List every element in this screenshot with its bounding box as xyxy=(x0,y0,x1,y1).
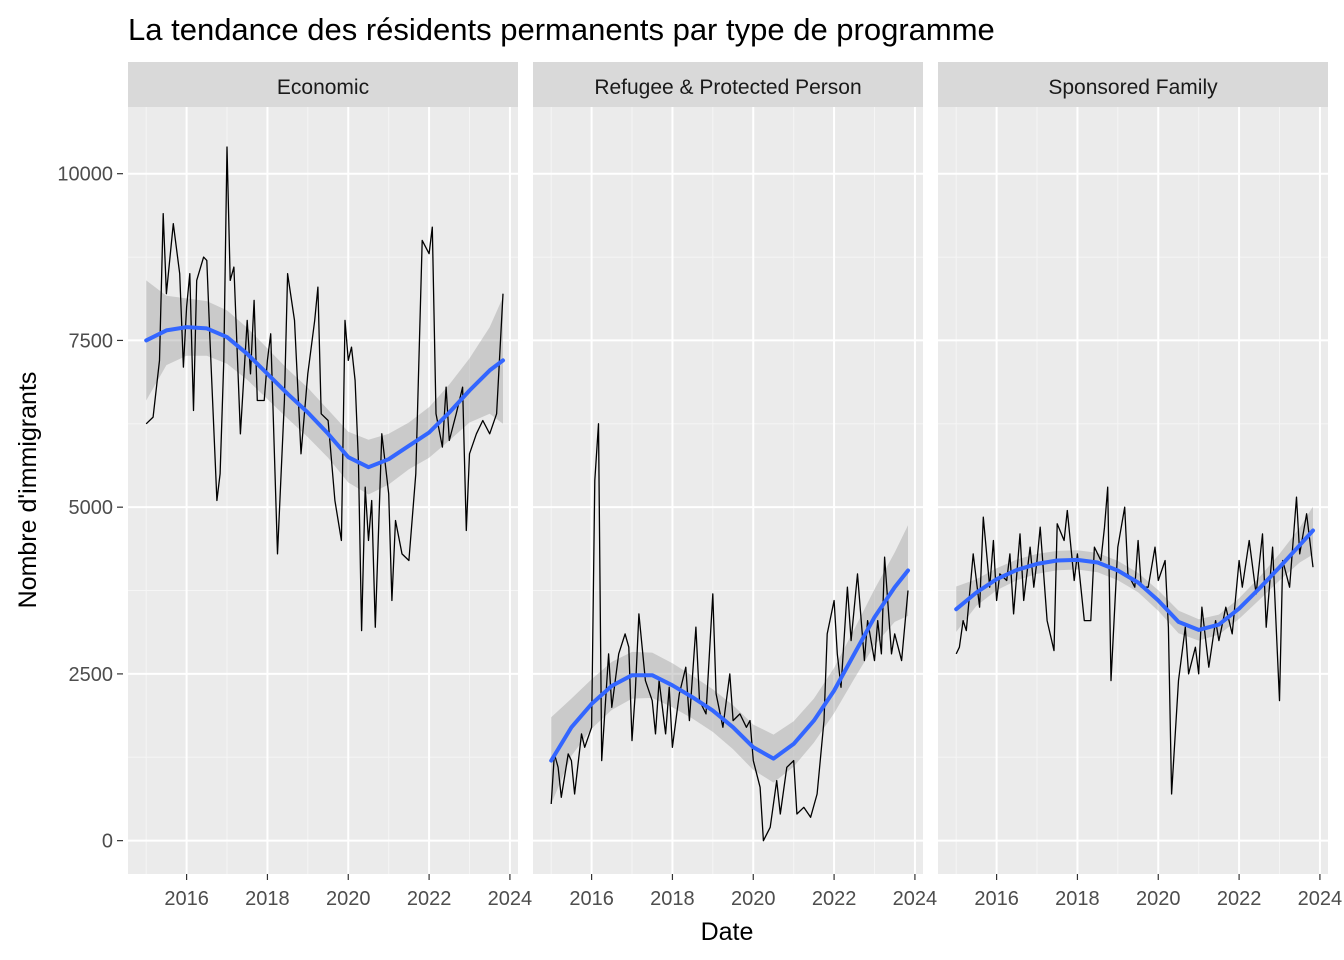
smooth-trend-line xyxy=(549,568,910,763)
facet-strip-label: Economic xyxy=(277,76,369,99)
smooth-trend-line xyxy=(954,528,1315,632)
x-tick-label: 2016 xyxy=(974,888,1019,910)
y-tick-label: 2500 xyxy=(69,664,114,686)
panel-sponsored-family: Sponsored Family 2016 2018 2020 2022 2024 xyxy=(938,62,1342,910)
x-tick-label: 2018 xyxy=(650,888,695,910)
facet-strip xyxy=(128,62,518,107)
confidence-band xyxy=(956,506,1313,641)
raw-series-line xyxy=(550,423,909,842)
panel-economic: Economic 2016 2018 2020 2022 2024 xyxy=(128,62,532,910)
x-tick-label: 2024 xyxy=(488,888,533,910)
x-tick-label: 2024 xyxy=(1298,888,1343,910)
x-tick-label: 2018 xyxy=(245,888,290,910)
x-tick-label: 2016 xyxy=(569,888,614,910)
x-tick-label: 2018 xyxy=(1055,888,1100,910)
y-tick-label: 7500 xyxy=(69,330,114,352)
x-tick-label: 2020 xyxy=(1136,888,1181,910)
facet-strip-label: Sponsored Family xyxy=(1048,76,1218,99)
chart-title: La tendance des résidents permanents par… xyxy=(128,12,995,47)
smooth-trend-line xyxy=(144,325,505,470)
x-tick-label: 2022 xyxy=(1217,888,1262,910)
x-tick-label: 2020 xyxy=(326,888,371,910)
facet-strip xyxy=(938,62,1328,107)
x-tick-label: 2022 xyxy=(812,888,857,910)
y-tick-label: 10000 xyxy=(57,164,113,186)
y-axis-title: Nombre d'immigrants xyxy=(14,372,42,609)
panel-background xyxy=(533,107,923,874)
panel-refugee-protected-person: Refugee & Protected Person 2016 2018 2020 20… xyxy=(533,62,937,910)
raw-series-line xyxy=(145,146,504,632)
facet-strip-label: Refugee & Protected Person xyxy=(594,76,861,99)
x-axis-title: Date xyxy=(701,918,754,946)
x-tick-label: 2016 xyxy=(164,888,209,910)
panel-background xyxy=(938,107,1328,874)
y-tick-label: 0 xyxy=(102,831,113,853)
x-tick-label: 2020 xyxy=(731,888,776,910)
y-tick-label: 5000 xyxy=(69,497,114,519)
raw-series-line xyxy=(955,486,1314,795)
facet-strip xyxy=(533,62,923,107)
facet-panels: 0 2500 5000 7500 10000 Economic 2016 2018 2020 20… xyxy=(57,62,1342,910)
x-tick-label: 2024 xyxy=(893,888,938,910)
confidence-band xyxy=(551,525,908,804)
x-tick-label: 2022 xyxy=(407,888,452,910)
panel-background xyxy=(128,107,518,874)
